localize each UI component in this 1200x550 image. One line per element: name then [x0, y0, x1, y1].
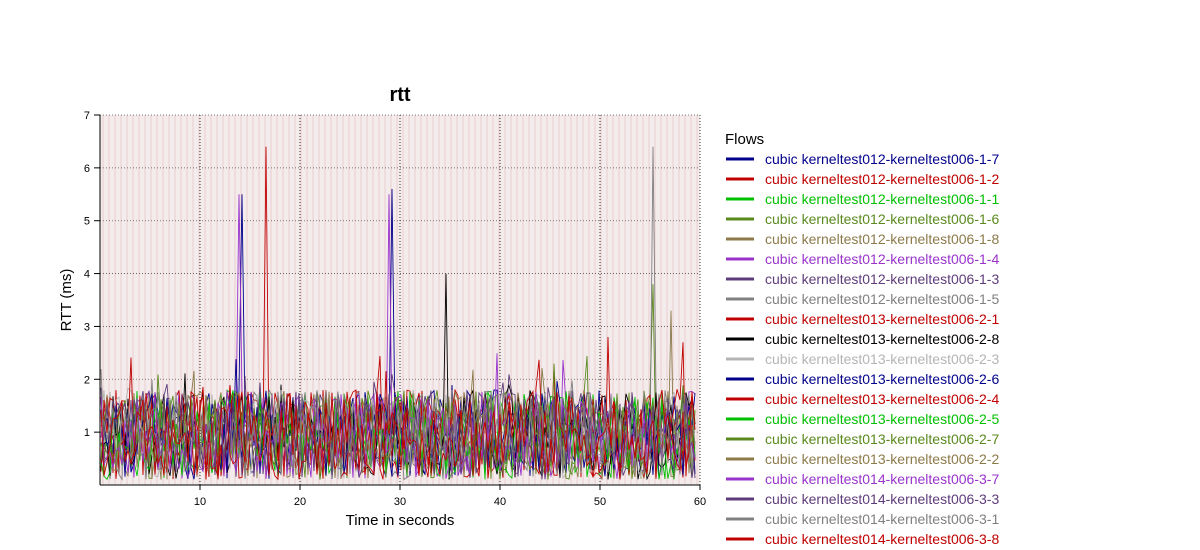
legend-entry-label: cubic kerneltest013-kerneltest006-2-6: [765, 371, 999, 387]
series-line-17: [100, 353, 696, 479]
legend-entry-label: cubic kerneltest013-kerneltest006-2-7: [765, 431, 999, 447]
y-tick-label: 1: [84, 427, 90, 439]
x-axis-ticks: 10 20 30 40 50 60: [194, 485, 706, 508]
legend-entry-label: cubic kerneltest012-kerneltest006-1-5: [765, 291, 999, 307]
legend-entry-label: cubic kerneltest012-kerneltest006-1-6: [765, 211, 999, 227]
legend-entry-label: cubic kerneltest012-kerneltest006-1-8: [765, 231, 999, 247]
legend-entry-label: cubic kerneltest014-kerneltest006-3-3: [765, 491, 999, 507]
chart-title: rtt: [389, 84, 410, 106]
legend-entry-label: cubic kerneltest014-kerneltest006-3-1: [765, 511, 999, 527]
legend-entry-label: cubic kerneltest014-kerneltest006-3-7: [765, 471, 999, 487]
legend-title: Flows: [725, 131, 764, 148]
legend: Flows cubic kerneltest012-kerneltest006-…: [725, 131, 999, 547]
x-tick-label: 30: [394, 496, 406, 508]
series-line-20: [100, 389, 696, 481]
y-tick-label: 3: [84, 321, 90, 333]
legend-entry-label: cubic kerneltest012-kerneltest006-1-1: [765, 191, 999, 207]
legend-entry-label: cubic kerneltest014-kerneltest006-3-8: [765, 531, 999, 547]
y-tick-label: 2: [84, 374, 90, 386]
legend-entry-label: cubic kerneltest012-kerneltest006-1-3: [765, 271, 999, 287]
series-line-5: [100, 310, 696, 480]
legend-entry-label: cubic kerneltest013-kerneltest006-2-4: [765, 391, 999, 407]
legend-entry-label: cubic kerneltest012-kerneltest006-1-2: [765, 171, 999, 187]
x-axis-label: Time in seconds: [346, 512, 455, 529]
legend-entry-label: cubic kerneltest013-kerneltest006-2-3: [765, 351, 999, 367]
y-axis-label: RTT (ms): [58, 269, 75, 332]
legend-entry-label: cubic kerneltest013-kerneltest006-2-1: [765, 311, 999, 327]
x-tick-label: 10: [194, 496, 206, 508]
legend-entry-label: cubic kerneltest012-kerneltest006-1-7: [765, 151, 999, 167]
y-axis-ticks: 1 2 3 4 5 6 7: [84, 110, 100, 439]
x-tick-label: 60: [694, 496, 706, 508]
series-lines: [100, 146, 696, 481]
y-tick-label: 6: [84, 163, 90, 175]
x-tick-label: 50: [594, 496, 606, 508]
legend-entry-label: cubic kerneltest013-kerneltest006-2-8: [765, 331, 999, 347]
series-line-18: [100, 375, 696, 480]
series-line-16: [100, 369, 696, 478]
legend-entry-label: cubic kerneltest013-kerneltest006-2-2: [765, 451, 999, 467]
legend-entry-label: cubic kerneltest013-kerneltest006-2-5: [765, 411, 999, 427]
y-tick-label: 5: [84, 216, 90, 228]
y-tick-label: 7: [84, 110, 90, 122]
y-tick-label: 4: [84, 269, 90, 281]
legend-entry-label: cubic kerneltest012-kerneltest006-1-4: [765, 251, 999, 267]
x-tick-label: 20: [294, 496, 306, 508]
x-tick-label: 40: [494, 496, 506, 508]
